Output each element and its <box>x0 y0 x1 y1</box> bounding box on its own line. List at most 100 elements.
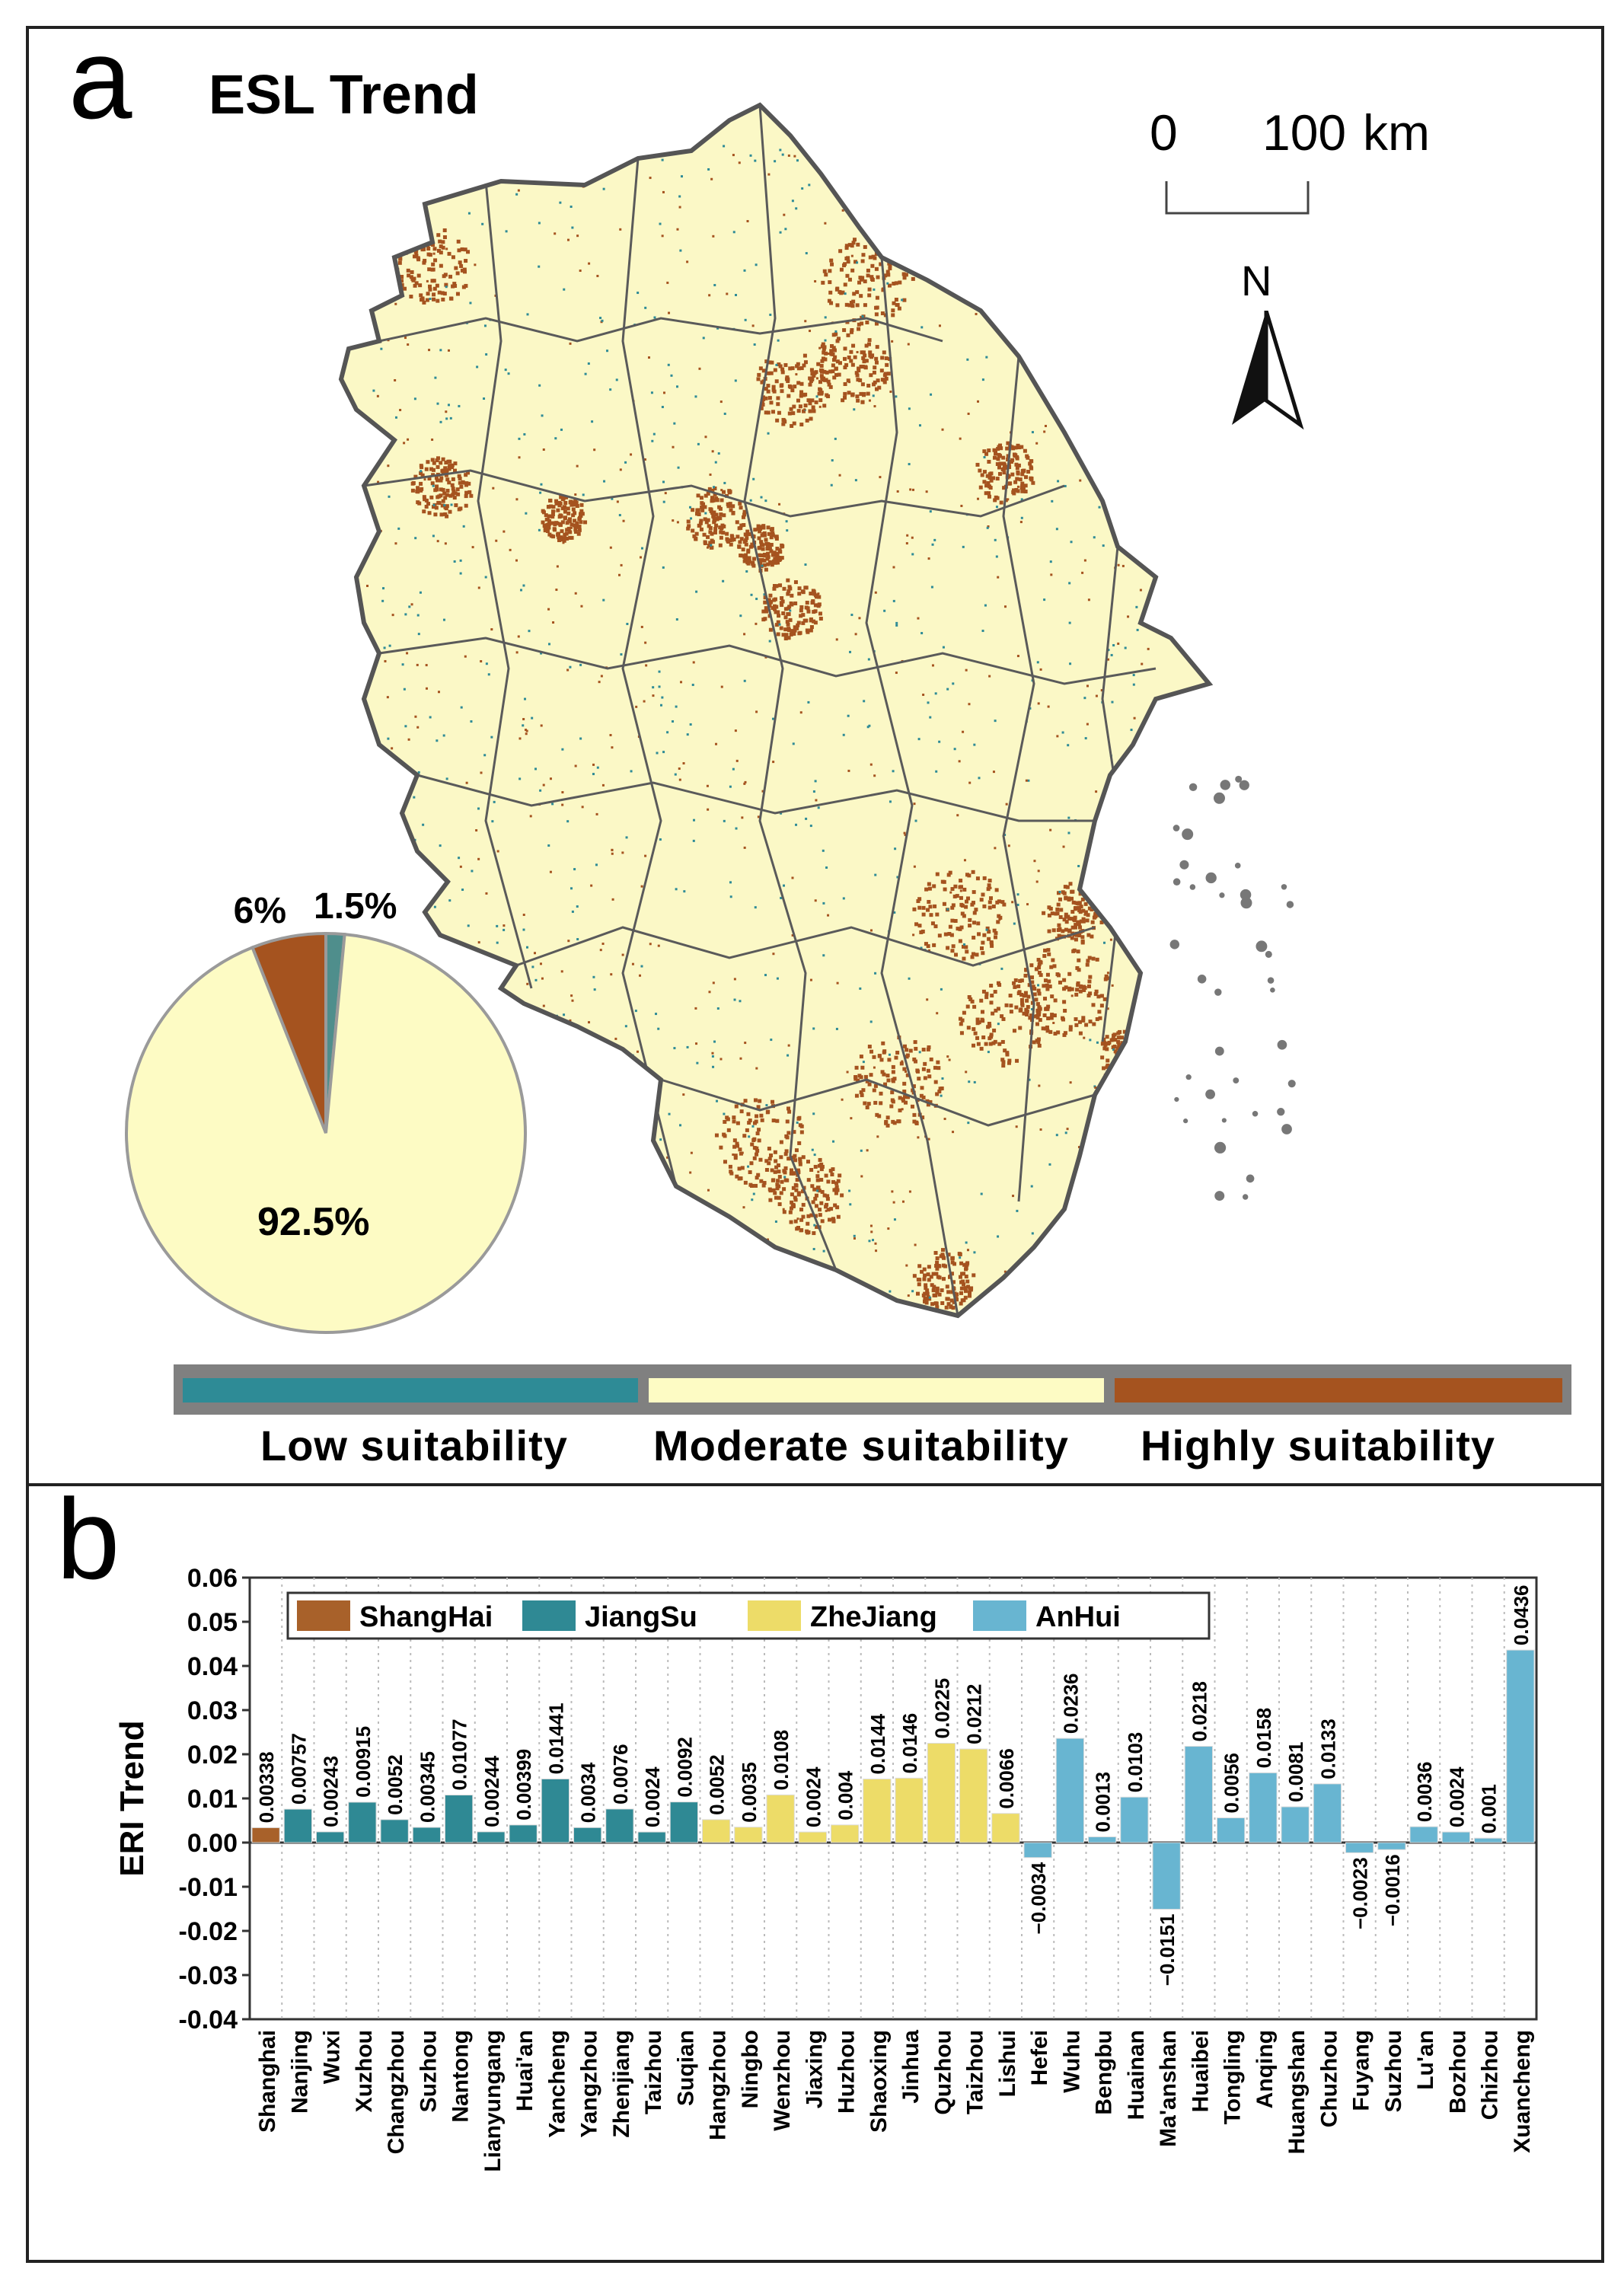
high-suitability-patch <box>1047 979 1051 984</box>
high-suitability-patch <box>793 628 797 633</box>
high-suitability-patch <box>891 1079 895 1083</box>
high-suitability-patch <box>946 1055 949 1058</box>
high-suitability-patch <box>850 268 855 273</box>
high-suitability-patch <box>517 189 520 192</box>
high-suitability-patch <box>1043 997 1048 1001</box>
high-suitability-patch <box>813 621 818 625</box>
value-label: 0.00757 <box>287 1733 310 1805</box>
high-suitability-patch <box>1067 929 1071 933</box>
high-suitability-patch <box>773 550 777 555</box>
high-suitability-patch <box>734 1104 739 1109</box>
high-suitability-patch <box>843 346 847 351</box>
low-suitability-patch <box>675 618 678 621</box>
high-suitability-patch <box>1121 564 1125 567</box>
high-suitability-patch <box>771 553 775 557</box>
high-suitability-patch <box>726 292 729 295</box>
low-suitability-patch <box>920 326 924 329</box>
high-suitability-patch <box>1134 1072 1138 1077</box>
high-suitability-patch <box>933 1065 937 1070</box>
high-suitability-patch <box>767 396 772 400</box>
high-suitability-patch <box>777 558 782 563</box>
high-suitability-patch <box>948 924 952 929</box>
high-suitability-patch <box>706 546 709 549</box>
high-suitability-patch <box>795 364 799 369</box>
high-suitability-patch <box>1012 1029 1016 1033</box>
high-suitability-patch <box>857 369 861 373</box>
low-suitability-patch <box>1098 506 1101 509</box>
high-suitability-patch <box>403 442 406 445</box>
high-suitability-patch <box>1064 895 1068 900</box>
low-suitability-patch <box>929 510 932 513</box>
high-suitability-patch <box>416 273 421 278</box>
high-suitability-patch <box>557 535 561 540</box>
low-suitability-patch <box>985 356 988 359</box>
high-suitability-patch <box>1001 1016 1006 1021</box>
high-suitability-patch <box>1053 1032 1058 1036</box>
high-suitability-patch <box>759 1113 764 1118</box>
low-suitability-patch <box>1055 1134 1058 1137</box>
high-suitability-patch <box>835 1205 840 1210</box>
low-suitability-patch <box>849 1203 852 1206</box>
value-label: 0.0158 <box>1252 1708 1275 1769</box>
high-suitability-patch <box>1086 933 1091 937</box>
high-suitability-patch <box>1057 933 1061 938</box>
island <box>1173 878 1181 886</box>
high-suitability-patch <box>738 540 742 544</box>
high-suitability-patch <box>1026 994 1031 999</box>
high-suitability-patch <box>894 281 898 286</box>
high-suitability-patch <box>410 481 415 486</box>
high-suitability-patch <box>786 592 790 596</box>
high-suitability-patch <box>999 446 1003 451</box>
low-suitability-patch <box>1016 1209 1019 1212</box>
high-suitability-patch <box>817 1163 822 1168</box>
high-suitability-patch <box>790 423 794 428</box>
bar-shaoxing <box>863 1778 892 1843</box>
high-suitability-patch <box>831 1218 836 1223</box>
high-suitability-patch <box>926 1068 930 1073</box>
high-suitability-patch <box>423 497 427 502</box>
high-suitability-patch <box>885 362 889 367</box>
high-suitability-patch <box>869 146 873 149</box>
high-suitability-patch <box>1061 890 1065 895</box>
low-suitability-patch <box>538 528 541 531</box>
high-suitability-patch <box>879 476 882 479</box>
low-suitability-patch <box>1112 643 1115 646</box>
bar-nanjing <box>283 1808 313 1843</box>
high-suitability-patch <box>445 488 450 493</box>
high-suitability-patch <box>1100 689 1103 692</box>
high-suitability-patch <box>860 259 865 263</box>
high-suitability-patch <box>1139 1048 1144 1052</box>
high-suitability-patch <box>924 887 929 892</box>
legend-label-moderate: Moderate suitability <box>653 1422 1069 1469</box>
high-suitability-patch <box>717 505 722 509</box>
high-suitability-patch <box>898 254 903 259</box>
high-suitability-patch <box>550 515 555 519</box>
high-suitability-patch <box>459 263 464 268</box>
high-suitability-patch <box>1025 454 1029 458</box>
high-suitability-patch <box>746 550 751 554</box>
high-suitability-patch <box>1148 1067 1153 1072</box>
high-suitability-patch <box>678 1264 681 1267</box>
low-suitability-patch <box>383 646 386 649</box>
high-suitability-patch <box>818 611 822 616</box>
value-label: 0.0103 <box>1124 1732 1147 1793</box>
high-suitability-patch <box>903 257 908 261</box>
island <box>1205 1089 1215 1099</box>
low-suitability-patch <box>930 393 933 396</box>
high-suitability-patch <box>1102 1066 1106 1071</box>
low-suitability-patch <box>520 589 523 592</box>
low-suitability-patch <box>1083 697 1086 700</box>
high-suitability-patch <box>1152 1070 1157 1074</box>
high-suitability-patch <box>771 606 775 611</box>
high-suitability-patch <box>1018 477 1023 482</box>
high-suitability-patch <box>882 1049 887 1054</box>
low-suitability-patch <box>525 512 528 515</box>
high-suitability-patch <box>987 937 991 941</box>
high-suitability-patch <box>1039 973 1043 978</box>
high-suitability-patch <box>865 1079 869 1083</box>
high-suitability-patch <box>972 890 976 895</box>
high-suitability-patch <box>575 521 579 525</box>
low-suitability-patch <box>483 397 486 400</box>
high-suitability-patch <box>1137 1058 1141 1063</box>
high-suitability-patch <box>888 266 892 271</box>
